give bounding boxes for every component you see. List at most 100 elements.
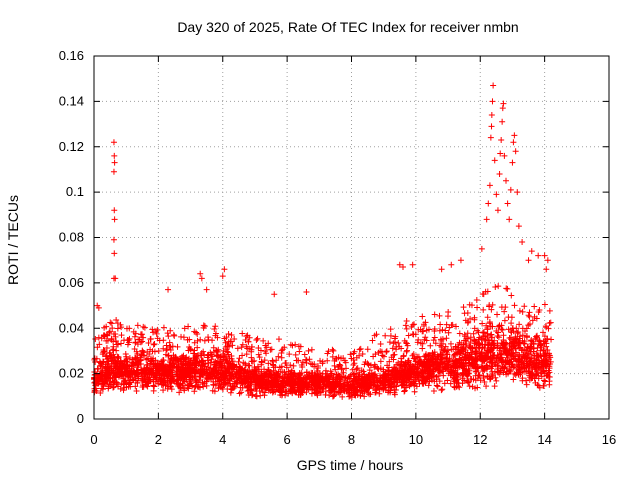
data-point (261, 357, 268, 364)
data-point (538, 344, 545, 351)
data-point (338, 355, 345, 362)
data-point (438, 343, 445, 350)
data-point (208, 371, 215, 378)
data-point (174, 343, 181, 350)
data-point (176, 355, 183, 362)
data-point (131, 333, 138, 340)
data-point (114, 353, 121, 360)
data-point (326, 392, 333, 399)
data-point (523, 334, 530, 341)
data-point (104, 332, 111, 339)
data-point (160, 356, 167, 363)
data-point (107, 381, 114, 388)
data-point (271, 380, 278, 387)
data-point (248, 358, 255, 365)
data-point (365, 361, 372, 368)
data-point (538, 353, 545, 360)
data-point (255, 382, 262, 389)
data-point (190, 354, 197, 361)
data-point (320, 384, 327, 391)
data-point (359, 372, 366, 379)
data-point (228, 353, 235, 360)
data-point (228, 360, 235, 367)
data-point (486, 303, 493, 310)
data-point (314, 385, 321, 392)
data-point (118, 340, 125, 347)
data-point (521, 303, 528, 310)
data-point (512, 333, 519, 340)
data-point (287, 388, 294, 395)
data-point (473, 296, 480, 303)
data-point (334, 380, 341, 387)
data-point (530, 348, 537, 355)
data-point (283, 379, 290, 386)
data-point (314, 371, 321, 378)
data-point (464, 330, 471, 337)
axis-ticks (93, 55, 610, 420)
data-point (253, 337, 260, 344)
data-point (391, 351, 398, 358)
data-point (110, 351, 117, 358)
data-point (500, 359, 507, 366)
data-point (228, 332, 235, 339)
data-point (444, 313, 451, 320)
data-point (401, 388, 408, 395)
data-point (499, 105, 506, 112)
data-point (499, 363, 506, 370)
data-point (523, 377, 530, 384)
data-point (177, 385, 184, 392)
data-point (467, 334, 474, 341)
data-point (296, 348, 303, 355)
data-point (503, 368, 510, 375)
data-point (382, 332, 389, 339)
data-point (519, 359, 526, 366)
data-point (488, 123, 495, 130)
data-point (277, 385, 284, 392)
data-point (152, 328, 159, 335)
data-point (110, 369, 117, 376)
data-point (155, 364, 162, 371)
data-point (533, 372, 540, 379)
data-point (325, 378, 332, 385)
data-point (192, 368, 199, 375)
data-point (544, 257, 551, 264)
data-point (414, 361, 421, 368)
data-point (118, 332, 125, 339)
data-point (354, 365, 361, 372)
data-point (419, 313, 426, 320)
data-point (523, 364, 530, 371)
data-point (386, 339, 393, 346)
data-point (324, 357, 331, 364)
data-point (484, 373, 491, 380)
data-point (145, 340, 152, 347)
data-point (240, 359, 247, 366)
data-point (301, 351, 308, 358)
data-point (265, 387, 272, 394)
y-tick-label: 0.12 (59, 139, 84, 154)
data-point (356, 346, 363, 353)
data-point (150, 365, 157, 372)
data-point (311, 389, 318, 396)
grid (94, 56, 609, 419)
data-point (353, 366, 360, 373)
data-point (160, 324, 167, 331)
data-point (271, 291, 278, 298)
data-point (544, 346, 551, 353)
data-point (404, 342, 411, 349)
data-point (501, 317, 508, 324)
data-point (511, 370, 518, 377)
data-point (345, 382, 352, 389)
data-point (310, 377, 317, 384)
data-point (103, 344, 110, 351)
data-point (203, 286, 210, 293)
y-tick-label: 0.04 (59, 320, 84, 335)
data-point (515, 223, 522, 230)
data-point (439, 364, 446, 371)
data-point (483, 216, 490, 223)
data-point (546, 369, 553, 376)
data-point (387, 326, 394, 333)
data-point (303, 288, 310, 295)
data-point (489, 334, 496, 341)
data-point (275, 336, 282, 343)
data-point (442, 365, 449, 372)
